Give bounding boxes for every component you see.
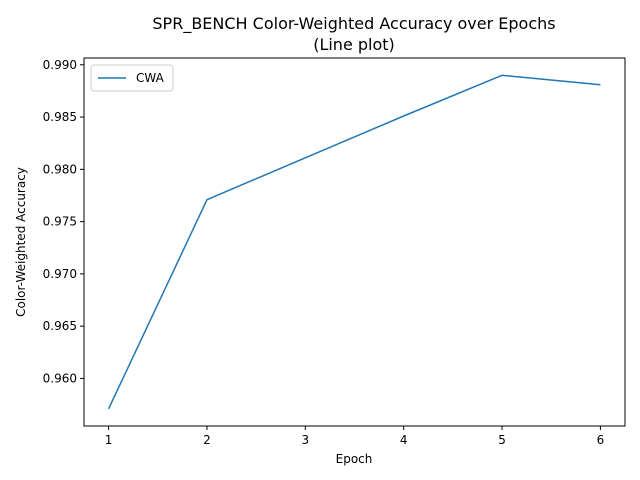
y-tick-label: 0.980 — [43, 162, 77, 176]
y-tick-label: 0.960 — [43, 371, 77, 385]
x-tick-label: 3 — [301, 433, 309, 447]
x-tick-label: 5 — [498, 433, 506, 447]
chart-title: SPR_BENCH Color-Weighted Accuracy over E… — [152, 14, 555, 34]
x-tick-label: 6 — [597, 433, 605, 447]
plot-frame — [83, 57, 626, 427]
y-tick-label: 0.990 — [43, 58, 77, 72]
legend-box — [90, 64, 174, 92]
x-axis-label: Epoch — [336, 452, 373, 466]
x-tick-label: 4 — [400, 433, 408, 447]
y-tick-label: 0.970 — [43, 267, 77, 281]
y-tick-label: 0.985 — [43, 110, 77, 124]
y-tick-label: 0.965 — [43, 319, 77, 333]
x-tick-label: 2 — [203, 433, 211, 447]
legend-label-cwa: CWA — [136, 71, 165, 85]
y-tick-label: 0.975 — [43, 215, 77, 229]
axis-ticks: 1 2 3 4 5 6 0.960 0.965 0.970 0.975 0.980 0.985 0.99… — [43, 58, 605, 447]
series-line-cwa — [107, 74, 601, 410]
chart-subtitle: (Line plot) — [313, 35, 395, 54]
x-tick-label: 1 — [105, 433, 113, 447]
legend: CWA — [90, 64, 174, 92]
series-layer — [107, 74, 601, 410]
y-axis-label: Color-Weighted Accuracy — [14, 167, 28, 317]
